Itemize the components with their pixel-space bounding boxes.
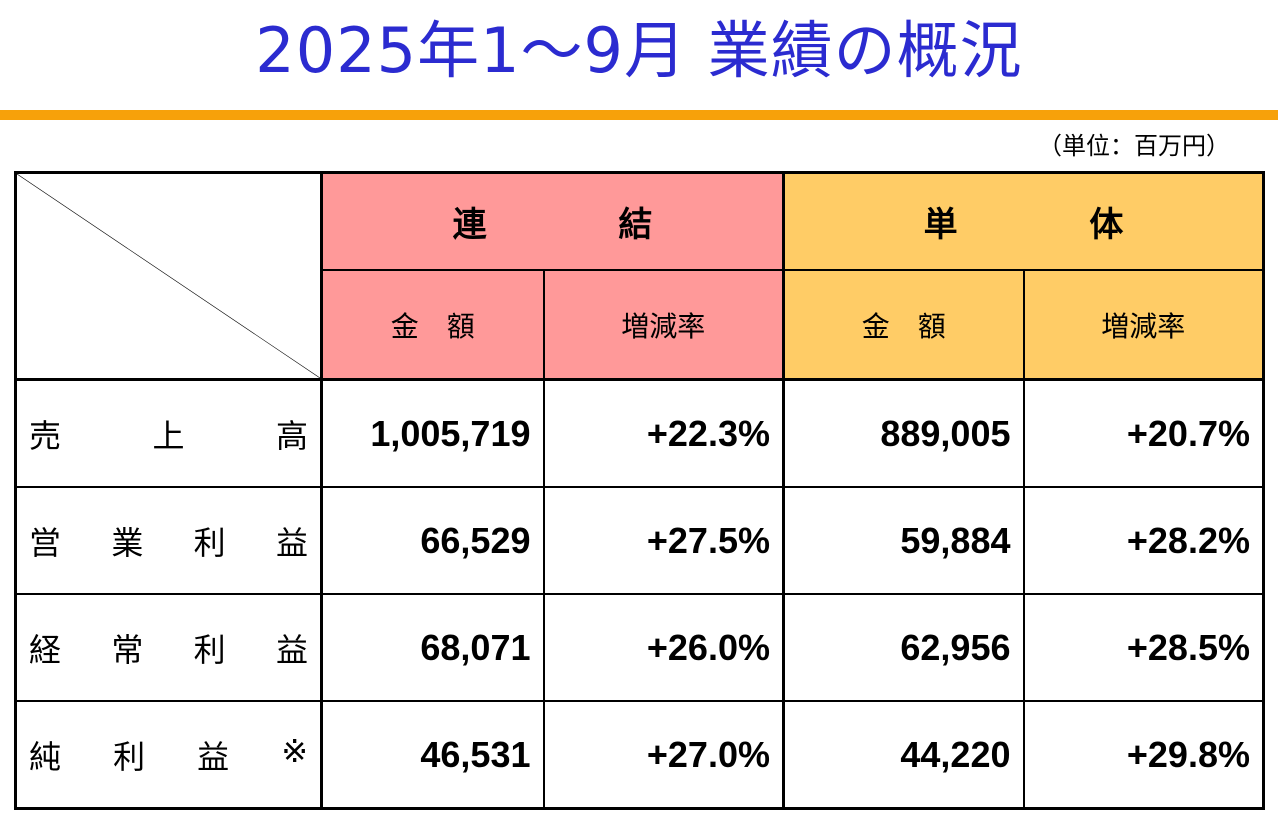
diagonal-line: [17, 174, 320, 378]
table-row: 営 業 利 益 66,529 +27.5% 59,884 +28.2%: [14, 486, 1265, 595]
row-label-char: 利: [193, 523, 226, 562]
consolidated-growth-header: 増減率: [542, 269, 785, 381]
consolidated-amount-cell: 1,005,719: [320, 378, 545, 488]
row-label-char: 高: [275, 416, 308, 455]
row-label-char: 純: [29, 737, 62, 776]
row-label-char: 利: [113, 737, 146, 776]
standalone-growth-cell: +28.5%: [1022, 593, 1265, 702]
row-label: 経常利益: [14, 593, 323, 702]
standalone-amount-header: 金 額: [782, 269, 1025, 381]
row-label: 売上高: [14, 378, 323, 488]
row-label-char: 常: [111, 630, 144, 669]
row-label: 純 利 益 ※: [14, 700, 323, 810]
consolidated-amount-header: 金 額: [320, 269, 545, 381]
row-label-char: 売: [29, 416, 62, 455]
performance-table: 連 結 単 体 金 額 増減率 金 額 増減率 売 上 高 1,005,719 +22.…: [14, 171, 1265, 810]
standalone-amount-cell: 62,956: [782, 593, 1025, 702]
row-label: 営業利益: [14, 486, 323, 595]
standalone-amount-cell: 44,220: [782, 700, 1025, 810]
table-row: 純 利 益 ※ 46,531 +27.0% 44,220 +29.8%: [14, 700, 1265, 810]
standalone-growth-header: 増減率: [1022, 269, 1265, 381]
consolidated-header: 連 結: [320, 171, 785, 271]
standalone-header: 単 体: [782, 171, 1265, 271]
consolidated-amount-cell: 68,071: [320, 593, 545, 702]
row-label-char: 上: [152, 416, 185, 455]
row-label-char: ※: [281, 731, 308, 770]
consolidated-amount-cell: 46,531: [320, 700, 545, 810]
table-row: 経 常 利 益 68,071 +26.0% 62,956 +28.5%: [14, 593, 1265, 702]
consolidated-growth-cell: +22.3%: [542, 378, 785, 488]
standalone-growth-cell: +28.2%: [1022, 486, 1265, 595]
row-label-char: 益: [197, 737, 230, 776]
corner-cell: [14, 171, 323, 381]
title-underline: [0, 110, 1278, 120]
row-label-char: 業: [111, 523, 144, 562]
unit-note: （単位：百万円）: [1038, 132, 1230, 160]
row-label-char: 益: [275, 523, 308, 562]
consolidated-growth-cell: +27.0%: [542, 700, 785, 810]
row-label-char: 営: [29, 523, 62, 562]
row-label-char: 利: [193, 630, 226, 669]
consolidated-growth-cell: +27.5%: [542, 486, 785, 595]
table-body: 売上高 1,005,719 +22.3% 889,005 +20.7% 営業利益 66,52…: [14, 378, 1265, 810]
table-row: 売 上 高 1,005,719 +22.3% 889,005 +20.7%: [14, 378, 1265, 488]
page-title: 2025年1～9月 業績の概況: [255, 14, 1023, 87]
standalone-amount-cell: 889,005: [782, 378, 1025, 488]
standalone-growth-cell: +20.7%: [1022, 378, 1265, 488]
standalone-amount-cell: 59,884: [782, 486, 1025, 595]
row-label-char: 益: [275, 630, 308, 669]
standalone-growth-cell: +29.8%: [1022, 700, 1265, 810]
row-label-char: 経: [29, 630, 62, 669]
consolidated-amount-cell: 66,529: [320, 486, 545, 595]
consolidated-growth-cell: +26.0%: [542, 593, 785, 702]
